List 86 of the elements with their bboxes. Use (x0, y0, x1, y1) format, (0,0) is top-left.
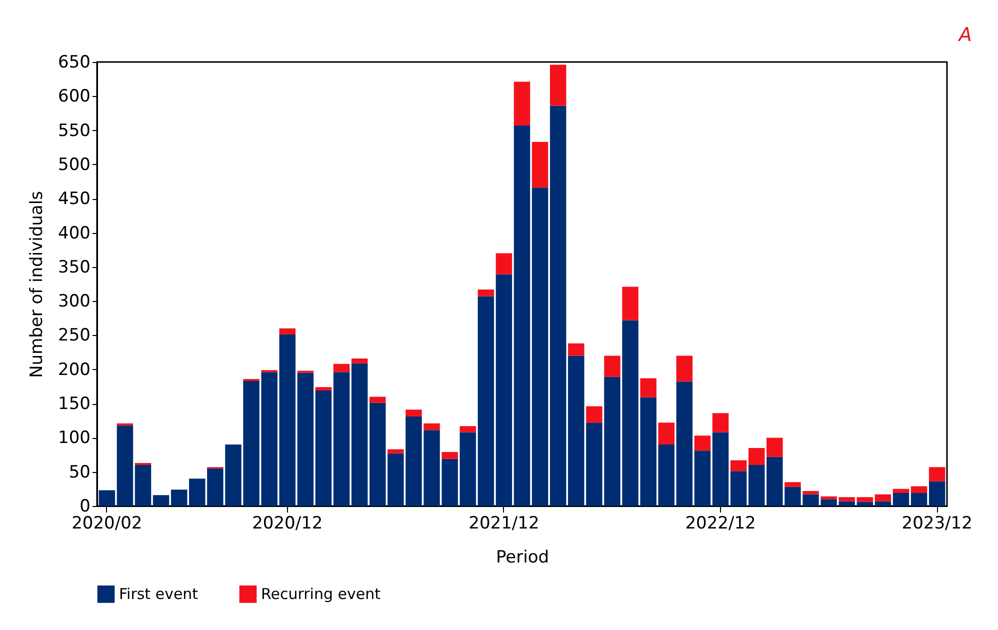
x-tick-label: 2023/12 (902, 514, 972, 534)
bar (910, 486, 928, 494)
legend-label: Recurring event (261, 585, 381, 604)
bar (892, 488, 910, 494)
bar (712, 413, 729, 432)
bar (658, 422, 674, 445)
bar (279, 334, 296, 506)
bar (874, 494, 892, 502)
bar (333, 364, 350, 372)
bar (730, 471, 747, 506)
bar (550, 106, 566, 506)
y-tick-label: 600 (58, 86, 90, 107)
bar (134, 465, 152, 506)
y-tick-label: 500 (58, 154, 90, 175)
y-tick-label: 400 (58, 223, 90, 244)
bar (98, 490, 116, 506)
bar (802, 490, 819, 494)
bar (152, 495, 170, 506)
bar (351, 363, 368, 506)
bar (170, 490, 188, 506)
bar (748, 448, 765, 466)
legend-label: First event (119, 585, 198, 604)
bar (442, 452, 458, 459)
bar (694, 436, 711, 451)
bar (622, 286, 638, 320)
bar (694, 450, 711, 506)
x-axis-title: Period (496, 548, 550, 568)
bar (604, 356, 620, 377)
y-tick-label: 0 (80, 496, 90, 516)
bar (640, 378, 656, 398)
bar (730, 460, 747, 472)
bar (712, 432, 729, 506)
x-tick-label: 2020/02 (72, 514, 142, 534)
bar (514, 82, 530, 126)
bar (532, 142, 548, 188)
bar (514, 126, 530, 506)
bar (460, 426, 476, 432)
bar (496, 274, 512, 506)
bar (370, 396, 386, 403)
x-tick-label: 2020/12 (252, 514, 323, 534)
bar (568, 343, 584, 356)
y-tick-label: 200 (58, 360, 90, 380)
bar (910, 493, 928, 506)
y-tick-label: 650 (58, 52, 90, 72)
bar (874, 501, 892, 506)
bar (658, 444, 674, 506)
bar (279, 328, 296, 335)
bar (370, 402, 386, 506)
bar (315, 390, 332, 506)
bar (297, 372, 314, 506)
y-tick-label: 450 (58, 189, 90, 210)
bar (333, 372, 350, 506)
bar (586, 406, 602, 423)
x-tick-label: 2021/12 (468, 514, 540, 534)
bar (676, 356, 693, 382)
bar (388, 449, 404, 454)
y-tick-label: 300 (58, 292, 90, 312)
bar (892, 493, 910, 506)
bar (496, 253, 512, 274)
bar (478, 289, 494, 296)
bar (856, 497, 874, 502)
bar (676, 382, 693, 506)
bar (424, 423, 440, 430)
bar (116, 425, 134, 506)
bar (315, 387, 332, 391)
bar (478, 296, 494, 506)
bar (532, 188, 548, 506)
bar (550, 64, 566, 106)
y-tick-label: 550 (58, 120, 90, 141)
y-tick-label: 100 (58, 428, 90, 448)
text: A (956, 24, 972, 46)
y-tick-label: 50 (68, 462, 90, 482)
bar (351, 358, 368, 364)
y-tick-label: 350 (58, 257, 90, 278)
x-tick-label: 2022/12 (685, 514, 756, 534)
bar (406, 410, 422, 417)
bar (784, 482, 801, 487)
y-tick-label: 250 (58, 326, 90, 346)
bar (856, 502, 874, 506)
bar (134, 462, 152, 466)
bar (928, 481, 946, 506)
y-tick-label: 150 (58, 394, 90, 414)
y-axis-title: Number of individuals (27, 190, 48, 378)
bar (766, 438, 783, 457)
bar (748, 465, 765, 506)
bar (928, 467, 946, 482)
